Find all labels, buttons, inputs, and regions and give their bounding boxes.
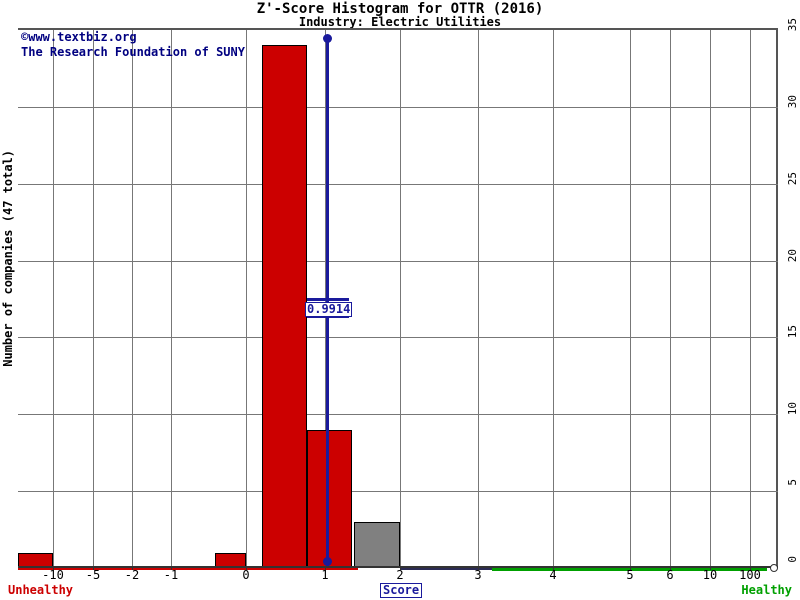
histogram-bar (307, 429, 352, 568)
healthy-label: Healthy (741, 583, 792, 597)
y-gridline (18, 491, 778, 493)
watermark: ©www.textbiz.org The Research Foundation… (21, 30, 245, 60)
x-axis-tick-label: -10 (42, 568, 64, 582)
histogram-bar (262, 45, 307, 568)
y-axis-tick-label: 25 (786, 171, 799, 185)
y-gridline (18, 414, 778, 416)
x-gridline (246, 30, 247, 568)
y-gridline (18, 337, 778, 339)
x-axis-tick-label: 5 (626, 568, 634, 582)
x-axis-tick-label: 10 (702, 568, 718, 582)
x-axis-tick (400, 566, 401, 570)
plot-area (18, 28, 778, 568)
x-axis-line (18, 566, 778, 568)
y-axis-title: Number of companies (47 total) (1, 150, 15, 367)
x-gridline (670, 30, 671, 568)
x-gridline (478, 30, 479, 568)
x-axis-tick (478, 566, 479, 570)
x-gridline (750, 30, 751, 568)
x-gridline (93, 30, 94, 568)
healthy-range-line (492, 568, 767, 571)
x-axis-tick (630, 566, 631, 570)
x-axis-tick-label: 2 (396, 568, 404, 582)
x-axis-tick-label: 6 (666, 568, 674, 582)
watermark-line-1: ©www.textbiz.org (21, 30, 137, 44)
score-marker-upper-whisker (307, 298, 349, 301)
x-gridline (400, 30, 401, 568)
score-marker-bottom-dot (323, 557, 332, 566)
y-axis-tick-label: 5 (786, 479, 799, 486)
y-axis-tick-label: 15 (786, 325, 799, 339)
x-axis-tick-label: 4 (549, 568, 557, 582)
score-marker-top-dot (323, 34, 332, 43)
x-gridline (171, 30, 172, 568)
histogram-bar (354, 521, 400, 568)
x-axis-tick-label: 100 (739, 568, 761, 582)
y-axis-tick-label: 35 (786, 18, 799, 32)
y-axis-tick-label: 0 (786, 556, 799, 563)
score-axis-label: Score (380, 583, 423, 598)
x-axis-tick (171, 566, 172, 570)
x-axis-tick (246, 566, 247, 570)
neutral-range-line (400, 568, 492, 570)
x-axis-tick (670, 566, 671, 570)
y-gridline (18, 260, 778, 262)
unhealthy-range-line (18, 568, 358, 570)
x-axis-tick (553, 566, 554, 570)
x-gridline (132, 30, 133, 568)
x-axis-tick (132, 566, 133, 570)
x-axis-tick (710, 566, 711, 570)
x-axis-tick (325, 566, 326, 570)
x-axis-tick-label: 3 (474, 568, 482, 582)
axis-end-circle-icon (770, 564, 778, 572)
y-axis-tick-label: 10 (786, 402, 799, 416)
x-axis-tick (93, 566, 94, 570)
unhealthy-label: Unhealthy (8, 583, 74, 597)
x-axis-tick (53, 566, 54, 570)
x-axis-tick-label: -1 (163, 568, 179, 582)
score-marker-value-label: 0.9914 (305, 302, 353, 317)
chart-title: Z'-Score Histogram for OTTR (2016) (256, 1, 544, 17)
y-axis-tick-label: 30 (786, 94, 799, 109)
x-axis-tick-label: -5 (85, 568, 101, 582)
x-gridline (710, 30, 711, 568)
x-axis-tick-label: -2 (124, 568, 140, 582)
x-axis-tick (750, 566, 751, 570)
y-gridline (18, 106, 778, 108)
x-gridline (53, 30, 54, 568)
x-gridline (553, 30, 554, 568)
x-axis-tick-label: 1 (321, 568, 329, 582)
x-gridline (630, 30, 631, 568)
y-gridline (18, 183, 778, 185)
x-axis-tick-label: 0 (242, 568, 250, 582)
y-axis-tick-label: 20 (786, 248, 799, 262)
chart-subtitle: Industry: Electric Utilities (298, 15, 502, 29)
watermark-line-2: The Research Foundation of SUNY (21, 45, 245, 59)
